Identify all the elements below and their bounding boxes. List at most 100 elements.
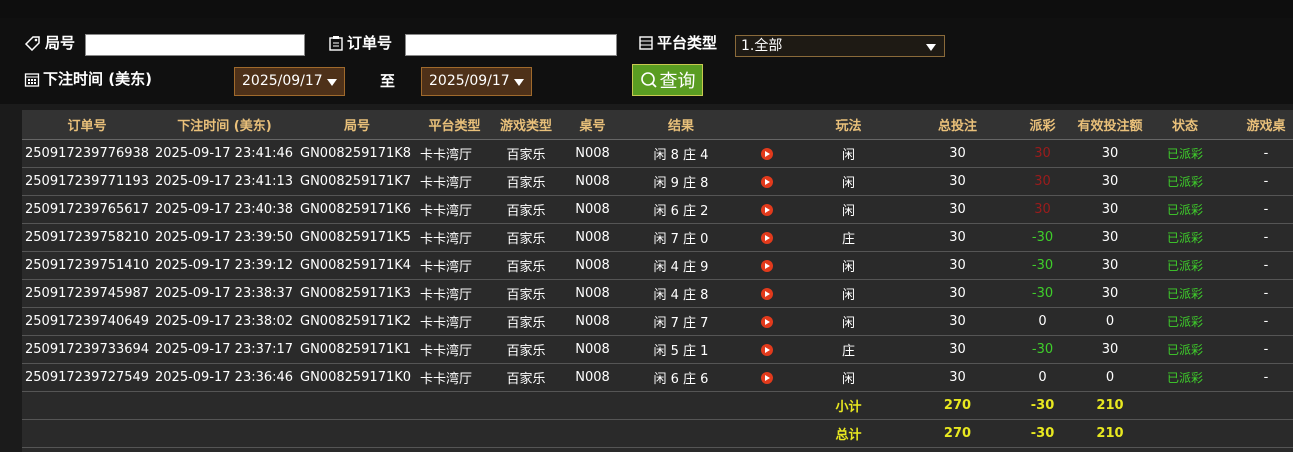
cell: 卡卡湾厅 [417, 223, 492, 252]
time-label: 下注时间 (美东) [24, 68, 152, 89]
cell: 0 [1015, 307, 1070, 336]
column-header: 游戏类型 [492, 110, 560, 140]
cell: 已派彩 [1150, 167, 1220, 196]
cell: GN008259171K1 [297, 335, 417, 364]
spacer [22, 419, 797, 448]
video-cell [737, 335, 797, 364]
cell: 卡卡湾厅 [417, 279, 492, 308]
summary-valid: 210 [1070, 391, 1150, 420]
cell: 卡卡湾厅 [417, 335, 492, 364]
data-row: 250917239745987 2025-09-17 23:38:37 GN0082… [22, 279, 1293, 308]
cell: 30 [900, 139, 1015, 168]
cell: 2025-09-17 23:36:46 [152, 363, 297, 392]
to-label-text: 至 [380, 72, 396, 90]
order-input[interactable] [405, 34, 617, 56]
cell: 30 [1070, 167, 1150, 196]
cell: 卡卡湾厅 [417, 307, 492, 336]
cell: 30 [1070, 139, 1150, 168]
cell: 百家乐 [492, 251, 560, 280]
play-icon[interactable] [761, 147, 773, 160]
column-header: 桌号 [560, 110, 625, 140]
cell: 已派彩 [1150, 307, 1220, 336]
play-icon[interactable] [761, 259, 773, 272]
cell: 闲 [797, 307, 900, 336]
cell: 30 [1070, 335, 1150, 364]
cell: 30 [1015, 195, 1070, 224]
cell: GN008259171K8 [297, 139, 417, 168]
cell: 卡卡湾厅 [417, 167, 492, 196]
order-label: 订单号 [328, 32, 392, 53]
round-input[interactable] [85, 34, 305, 56]
cell: 250917239771193 [22, 167, 152, 196]
icon-header [737, 110, 797, 140]
to-label: 至 [380, 70, 395, 91]
cell: 闲 [797, 167, 900, 196]
play-icon[interactable] [761, 231, 773, 244]
summary-row: 小计 270 -30 210 [22, 391, 1293, 420]
cell: - [1220, 279, 1293, 308]
play-icon[interactable] [761, 343, 773, 356]
cell: -30 [1015, 335, 1070, 364]
cell: 0 [1070, 307, 1150, 336]
tag-icon [24, 35, 40, 51]
cell: 2025-09-17 23:38:02 [152, 307, 297, 336]
cell: 闲 6 庄 2 [625, 195, 737, 224]
play-icon[interactable] [761, 203, 773, 216]
cell: 闲 6 庄 6 [625, 363, 737, 392]
date-from[interactable]: 2025/09/17 [234, 67, 345, 96]
cell: GN008259171K6 [297, 195, 417, 224]
cell: 百家乐 [492, 279, 560, 308]
top-bar [0, 0, 1293, 18]
cell: N008 [560, 223, 625, 252]
cell: 30 [900, 195, 1015, 224]
cell: N008 [560, 335, 625, 364]
cell: 30 [1070, 279, 1150, 308]
play-icon[interactable] [761, 371, 773, 384]
video-cell [737, 307, 797, 336]
data-row: 250917239727549 2025-09-17 23:36:46 GN0082… [22, 363, 1293, 392]
search-icon [640, 72, 657, 88]
search-button-text: 查询 [659, 71, 696, 92]
column-header: 局号 [297, 110, 417, 140]
cell: 卡卡湾厅 [417, 251, 492, 280]
cell: 30 [900, 223, 1015, 252]
cell: 卡卡湾厅 [417, 363, 492, 392]
cell: 已派彩 [1150, 335, 1220, 364]
cell: 30 [900, 251, 1015, 280]
column-header: 下注时间 (美东) [152, 110, 297, 140]
cell: 250917239740649 [22, 307, 152, 336]
cell: 百家乐 [492, 139, 560, 168]
list-icon [639, 35, 653, 50]
cell: 百家乐 [492, 223, 560, 252]
date-arrow [514, 79, 524, 86]
column-header: 总投注 [900, 110, 1015, 140]
video-cell [737, 167, 797, 196]
cell: 2025-09-17 23:41:13 [152, 167, 297, 196]
play-icon[interactable] [761, 315, 773, 328]
cell: 百家乐 [492, 335, 560, 364]
cell: 百家乐 [492, 167, 560, 196]
cell: - [1220, 307, 1293, 336]
cell: 250917239745987 [22, 279, 152, 308]
cell: 闲 5 庄 1 [625, 335, 737, 364]
round-label-text: 局号 [45, 34, 76, 52]
cell: 0 [1070, 363, 1150, 392]
cell: 250917239751410 [22, 251, 152, 280]
cell: 闲 [797, 251, 900, 280]
date-arrow [327, 79, 337, 86]
date-to[interactable]: 2025/09/17 [421, 67, 532, 96]
cell: -30 [1015, 223, 1070, 252]
time-label-text: 下注时间 (美东) [43, 70, 152, 88]
cell: 250917239758210 [22, 223, 152, 252]
column-header: 订单号 [22, 110, 152, 140]
play-icon[interactable] [761, 287, 773, 300]
cell: N008 [560, 307, 625, 336]
cell: 庄 [797, 335, 900, 364]
search-button[interactable]: 查询 [632, 64, 703, 96]
cell: -30 [1015, 251, 1070, 280]
platform-select[interactable]: 1.全部 [735, 35, 945, 57]
cell: 2025-09-17 23:40:38 [152, 195, 297, 224]
data-row: 250917239740649 2025-09-17 23:38:02 GN0082… [22, 307, 1293, 336]
cell: - [1220, 139, 1293, 168]
play-icon[interactable] [761, 175, 773, 188]
